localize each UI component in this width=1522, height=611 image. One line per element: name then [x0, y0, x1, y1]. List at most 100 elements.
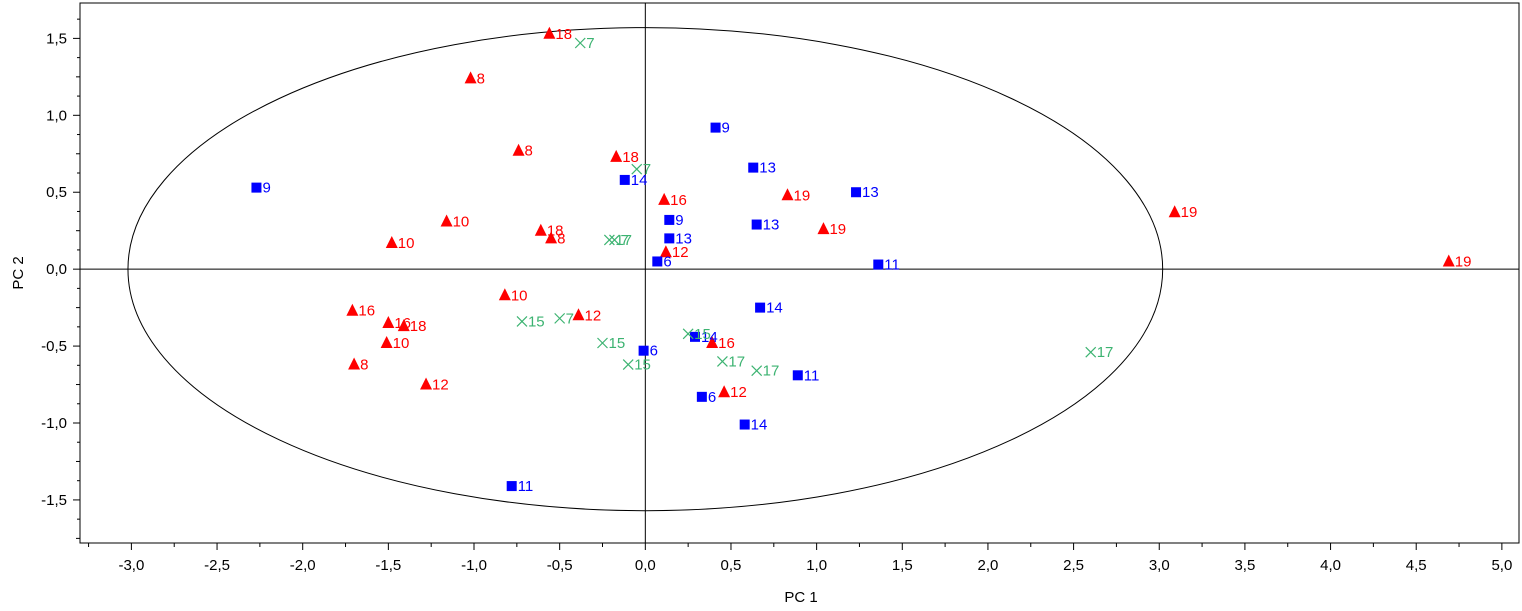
point-label: 12	[432, 377, 449, 394]
triangle-point	[572, 308, 585, 321]
x-tick-label: 5,0	[1491, 557, 1512, 574]
point-label: 10	[398, 235, 415, 252]
point-label: 16	[670, 192, 687, 209]
x-tick-label: 3,5	[1234, 557, 1255, 574]
square-point	[696, 391, 707, 402]
y-tick-label: -1,5	[41, 492, 67, 509]
axes-layer: -3,0 -2,5 -2,0 -1,5 -1,0 -0,5 0,0 0,5 1,0 1,5 2,0 2…	[41, 3, 1519, 574]
square-point	[755, 302, 766, 313]
cross-stroke	[751, 365, 763, 377]
point-label: 13	[759, 160, 776, 177]
triangle-point	[346, 303, 359, 316]
point-label: 14	[631, 172, 648, 189]
triangle-point	[534, 223, 547, 236]
square-point	[638, 345, 649, 356]
point-label: 13	[862, 184, 879, 201]
point-label: 14	[766, 300, 783, 317]
point-label: 8	[477, 70, 485, 87]
point-label: 8	[557, 230, 565, 247]
square-point	[619, 174, 630, 185]
square-point	[751, 219, 762, 230]
point-label: 6	[650, 343, 658, 360]
point-label: 12	[730, 384, 747, 401]
point-label: 15	[528, 313, 545, 330]
triangle-point	[512, 143, 525, 156]
x-tick-label: -2,0	[290, 557, 316, 574]
triangle-point	[658, 192, 671, 205]
triangle-point	[380, 336, 393, 348]
x-tick-label: 0,0	[635, 557, 656, 574]
cross-stroke	[622, 359, 634, 370]
point-label: 19	[794, 187, 811, 204]
point-label: 19	[829, 221, 846, 238]
square-point	[664, 233, 675, 244]
square-point	[506, 481, 517, 492]
point-label: 10	[511, 287, 528, 304]
cross-stroke	[516, 316, 528, 327]
triangle-point	[718, 385, 731, 398]
cross-stroke	[631, 163, 643, 175]
x-tick-label: -3,0	[118, 557, 144, 574]
cross-stroke	[1085, 346, 1097, 358]
triangle-point	[1168, 205, 1181, 218]
square-point	[851, 187, 862, 198]
x-tick-label: -1,5	[375, 557, 401, 574]
point-label: 12	[672, 244, 689, 261]
point-label: 12	[585, 307, 602, 324]
cross-stroke	[716, 356, 728, 367]
point-label: 15	[608, 335, 625, 352]
y-tick-label: -0,5	[41, 338, 67, 355]
triangle-point	[610, 149, 623, 162]
square-point	[792, 370, 803, 381]
point-label: 15	[634, 357, 651, 374]
point-label: 18	[555, 26, 572, 43]
cross-stroke	[603, 234, 615, 246]
point-label: 13	[675, 230, 692, 247]
triangle-point	[498, 288, 511, 301]
point-label: 9	[675, 212, 683, 229]
triangle-point	[817, 222, 830, 235]
point-label: 19	[1181, 204, 1198, 221]
cross-stroke	[682, 328, 694, 340]
triangle-point	[464, 71, 477, 84]
x-tick-label: 2,5	[1063, 557, 1084, 574]
x-tick-label: -2,5	[204, 557, 230, 574]
cross-point	[622, 359, 634, 370]
cross-stroke	[554, 312, 566, 324]
points-layer: 1888181619191910101881219101612161810168…	[251, 26, 1471, 495]
square-point	[739, 419, 750, 430]
point-label: 11	[518, 478, 534, 495]
cross-point	[609, 234, 620, 246]
square-point	[652, 256, 663, 267]
y-axis-title: PC 2	[10, 256, 27, 289]
point-label: 19	[1455, 253, 1472, 270]
x-tick-label: 3,0	[1149, 557, 1170, 574]
point-label: 9	[722, 120, 730, 137]
point-label: 17	[1097, 344, 1114, 361]
point-label: 17	[763, 363, 780, 380]
square-point	[251, 182, 262, 193]
x-tick-label: -1,0	[461, 557, 487, 574]
point-label: 11	[804, 367, 820, 384]
point-label: 8	[360, 357, 368, 374]
triangle-point	[545, 231, 558, 244]
y-tick-label: 1,5	[46, 30, 67, 47]
point-label: 6	[663, 253, 671, 270]
point-label: 10	[393, 335, 410, 352]
x-tick-label: 4,0	[1320, 557, 1341, 574]
square-point	[873, 259, 884, 270]
x-tick-label: 2,0	[978, 557, 999, 574]
confidence-ellipse	[127, 27, 1164, 512]
cross-point	[516, 316, 528, 327]
cross-stroke	[597, 337, 608, 349]
triangle-point	[659, 245, 672, 258]
point-label: 16	[358, 303, 375, 320]
triangle-point	[382, 316, 395, 328]
cross-stroke	[609, 234, 620, 246]
triangle-point	[781, 188, 794, 201]
cross-point	[574, 37, 586, 49]
point-label: 7	[586, 35, 594, 52]
point-label: 10	[453, 213, 470, 230]
square-point	[710, 122, 721, 133]
